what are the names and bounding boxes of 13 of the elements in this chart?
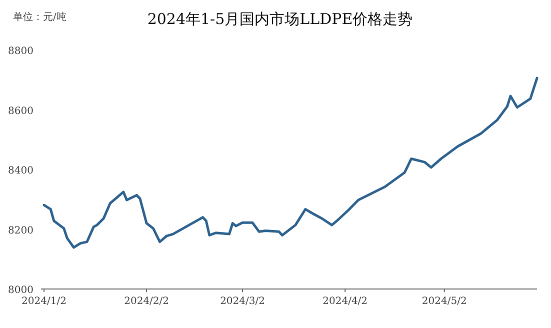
x-tick-label: 2024/5/2 xyxy=(422,296,467,307)
x-tick-label: 2024/3/2 xyxy=(220,296,265,307)
x-tick-label: 2024/2/2 xyxy=(124,296,170,307)
y-tick-label: 8400 xyxy=(8,166,34,176)
y-tick-label: 8000 xyxy=(8,285,34,296)
x-tick-label: 2024/4/2 xyxy=(322,296,368,307)
line-series xyxy=(42,76,538,249)
y-axis-title: 单位：元/吨 xyxy=(13,11,66,23)
chart-title: 2024年1-5月国内市场LLDPE价格走势 xyxy=(147,10,413,28)
y-tick-label: 8800 xyxy=(8,46,34,57)
x-tick-label: 2024/1/2 xyxy=(22,296,66,307)
y-tick-label: 8600 xyxy=(8,106,34,117)
y-tick-label: 8200 xyxy=(8,225,34,236)
